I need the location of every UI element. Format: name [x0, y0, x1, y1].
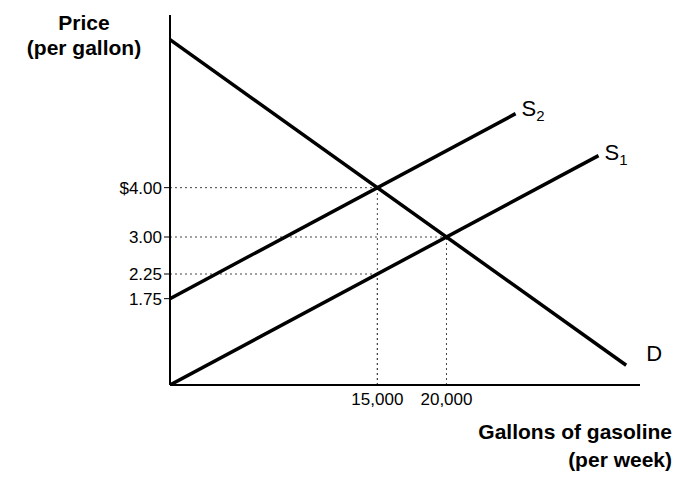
svg-text:15,000: 15,000: [351, 390, 403, 409]
svg-text:$4.00: $4.00: [119, 179, 162, 198]
svg-text:2.25: 2.25: [129, 265, 162, 284]
html-text:Price: Price: [58, 11, 110, 34]
svg-text:3.00: 3.00: [129, 228, 162, 247]
svg-text:S1: S1: [605, 140, 628, 168]
html-text:Gallons of gasoline: Gallons of gasoline: [478, 420, 672, 443]
svg-text:20,000: 20,000: [420, 390, 472, 409]
svg-text:1.75: 1.75: [129, 290, 162, 309]
html-text:(per gallon): (per gallon): [26, 36, 142, 59]
svg-text:D: D: [646, 341, 662, 366]
svg-text:S2: S2: [522, 96, 545, 124]
html-text:(per week): (per week): [568, 448, 672, 471]
